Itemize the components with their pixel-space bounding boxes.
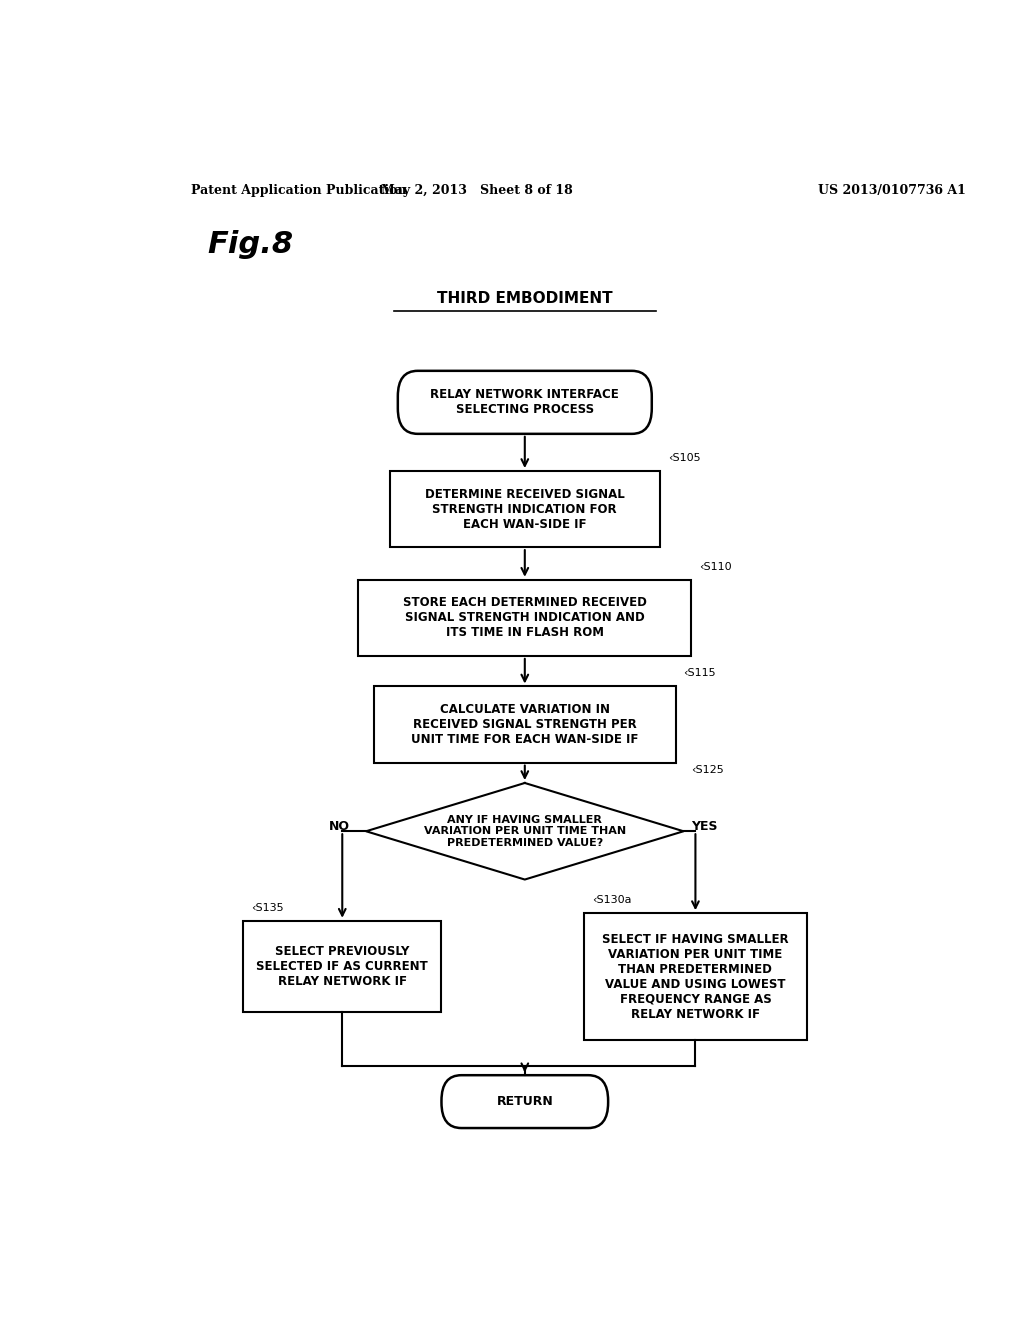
Text: Patent Application Publication: Patent Application Publication bbox=[191, 185, 407, 198]
Text: THIRD EMBODIMENT: THIRD EMBODIMENT bbox=[437, 292, 612, 306]
Text: ‹S110: ‹S110 bbox=[699, 561, 732, 572]
Bar bbox=[390, 471, 659, 548]
Text: RELAY NETWORK INTERFACE
SELECTING PROCESS: RELAY NETWORK INTERFACE SELECTING PROCES… bbox=[430, 388, 620, 416]
Text: ‹S135: ‹S135 bbox=[251, 903, 284, 912]
Bar bbox=[243, 921, 441, 1012]
Text: ‹S115: ‹S115 bbox=[684, 668, 716, 678]
Text: NO: NO bbox=[329, 820, 350, 833]
Text: CALCULATE VARIATION IN
RECEIVED SIGNAL STRENGTH PER
UNIT TIME FOR EACH WAN-SIDE : CALCULATE VARIATION IN RECEIVED SIGNAL S… bbox=[411, 704, 639, 746]
Text: SELECT IF HAVING SMALLER
VARIATION PER UNIT TIME
THAN PREDETERMINED
VALUE AND US: SELECT IF HAVING SMALLER VARIATION PER U… bbox=[602, 933, 788, 1020]
Bar bbox=[585, 913, 807, 1040]
Text: STORE EACH DETERMINED RECEIVED
SIGNAL STRENGTH INDICATION AND
ITS TIME IN FLASH : STORE EACH DETERMINED RECEIVED SIGNAL ST… bbox=[402, 597, 647, 639]
Text: ANY IF HAVING SMALLER
VARIATION PER UNIT TIME THAN
PREDETERMINED VALUE?: ANY IF HAVING SMALLER VARIATION PER UNIT… bbox=[424, 814, 626, 847]
Text: US 2013/0107736 A1: US 2013/0107736 A1 bbox=[818, 185, 967, 198]
Text: ‹S105: ‹S105 bbox=[668, 453, 700, 463]
Text: RETURN: RETURN bbox=[497, 1096, 553, 1107]
Text: ‹S125: ‹S125 bbox=[691, 764, 724, 775]
Text: ‹S130a: ‹S130a bbox=[592, 895, 632, 906]
Text: YES: YES bbox=[691, 820, 718, 833]
Text: SELECT PREVIOUSLY
SELECTED IF AS CURRENT
RELAY NETWORK IF: SELECT PREVIOUSLY SELECTED IF AS CURRENT… bbox=[256, 945, 428, 987]
FancyBboxPatch shape bbox=[397, 371, 651, 434]
FancyBboxPatch shape bbox=[441, 1076, 608, 1129]
Bar bbox=[358, 579, 691, 656]
Text: May 2, 2013   Sheet 8 of 18: May 2, 2013 Sheet 8 of 18 bbox=[381, 185, 573, 198]
Bar bbox=[374, 686, 676, 763]
Text: Fig.8: Fig.8 bbox=[207, 230, 294, 259]
Text: DETERMINE RECEIVED SIGNAL
STRENGTH INDICATION FOR
EACH WAN-SIDE IF: DETERMINE RECEIVED SIGNAL STRENGTH INDIC… bbox=[425, 487, 625, 531]
